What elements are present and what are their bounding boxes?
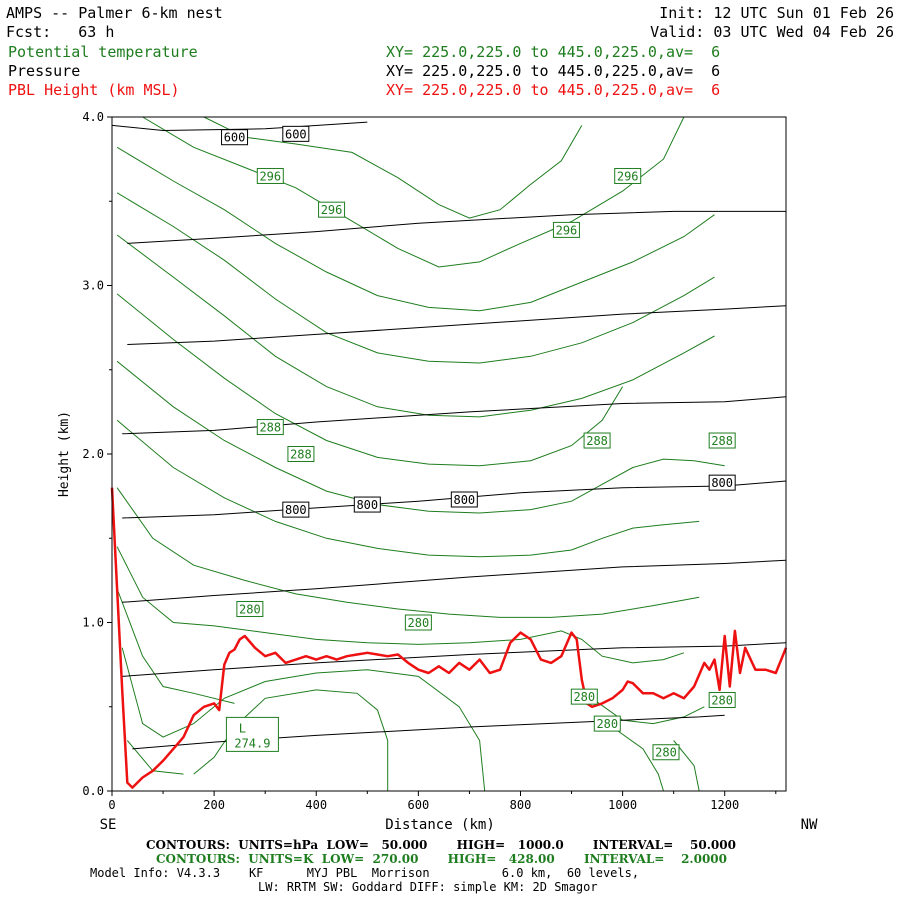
footer-theta-contours: CONTOURS: UNITS=K LOW= 270.00 HIGH= 428.… bbox=[156, 852, 727, 866]
contour-label-296-2: 296 bbox=[256, 167, 284, 184]
svg-text:288: 288 bbox=[711, 434, 733, 448]
contour-label-280-14: 280 bbox=[236, 601, 264, 618]
contour-label-288-7: 288 bbox=[287, 446, 315, 462]
svg-text:600: 600 bbox=[224, 131, 246, 145]
x-tick-label-1000: 1000 bbox=[608, 798, 637, 812]
svg-text:296: 296 bbox=[617, 169, 639, 183]
y-axis-label: Height (km) bbox=[57, 411, 72, 497]
y-tick-label-3.0: 3.0 bbox=[82, 279, 104, 293]
contour-label-288-6: 288 bbox=[256, 419, 284, 436]
contour-label-800-11: 800 bbox=[353, 496, 381, 513]
y-tick-label-2.0: 2.0 bbox=[82, 447, 104, 461]
x-tick-label-1200: 1200 bbox=[710, 798, 739, 812]
xy-pbl: XY= 225.0,225.0 to 445.0,225.0,av= 6 bbox=[386, 81, 721, 99]
plot-frame bbox=[111, 116, 787, 792]
svg-text:800: 800 bbox=[356, 498, 378, 512]
contour-label-800-10: 800 bbox=[282, 501, 310, 518]
valid-time: Valid: 03 UTC Wed 04 Feb 26 bbox=[650, 23, 894, 41]
chart-title: AMPS -- Palmer 6-km nest bbox=[6, 4, 223, 22]
y-tick-label-4.0: 4.0 bbox=[82, 110, 104, 124]
contour-label-296-4: 296 bbox=[614, 167, 642, 184]
svg-text:288: 288 bbox=[586, 434, 608, 448]
left-end-label: SE bbox=[100, 817, 117, 833]
contour-label-288-9: 288 bbox=[708, 432, 736, 449]
theta-contour-4 bbox=[116, 234, 715, 418]
pressure-contour-700 bbox=[127, 305, 787, 345]
theta-contour-0 bbox=[203, 116, 583, 219]
pressure-contour-950 bbox=[132, 714, 725, 750]
svg-text:274.9: 274.9 bbox=[234, 736, 270, 750]
theta-contour-6 bbox=[116, 360, 725, 514]
svg-text:280: 280 bbox=[408, 616, 430, 630]
footer-model-info: Model Info: V4.3.3 KF MYJ PBL Morrison 6… bbox=[90, 866, 640, 880]
contour-label-280-17: 280 bbox=[593, 715, 621, 732]
legend-pressure: Pressure bbox=[8, 62, 81, 80]
theta-contour-9 bbox=[116, 546, 685, 664]
footer-physics-info: LW: RRTM SW: Goddard DIFF: simple KM: 2D… bbox=[258, 880, 598, 894]
x-tick-label-800: 800 bbox=[510, 798, 532, 812]
svg-text:296: 296 bbox=[259, 169, 281, 183]
theta-contour-7 bbox=[116, 419, 700, 558]
y-tick-label-0.0: 0.0 bbox=[82, 784, 104, 798]
x-tick-label-600: 600 bbox=[408, 798, 430, 812]
pressure-contour-850 bbox=[122, 559, 787, 603]
svg-text:296: 296 bbox=[556, 223, 578, 237]
contour-label-296-3: 296 bbox=[318, 201, 346, 218]
theta-contour-3 bbox=[116, 192, 715, 364]
xy-pressure: XY= 225.0,225.0 to 445.0,225.0,av= 6 bbox=[386, 62, 721, 80]
contour-label-600-1: 600 bbox=[282, 125, 310, 142]
theta-contour-14 bbox=[591, 697, 705, 725]
contour-label-600-0: 600 bbox=[221, 129, 249, 146]
theta-contour-5 bbox=[116, 293, 624, 467]
contour-label-280-16: 280 bbox=[570, 688, 598, 705]
theta-contour-10 bbox=[116, 588, 235, 704]
contour-label-280-15: 280 bbox=[404, 614, 432, 631]
svg-text:288: 288 bbox=[259, 421, 281, 435]
footer-pressure-contours: CONTOURS: UNITS=hPa LOW= 50.000 HIGH= 10… bbox=[146, 838, 736, 852]
svg-text:280: 280 bbox=[711, 694, 733, 708]
pressure-contour-600 bbox=[111, 121, 368, 132]
theta-contour-11 bbox=[121, 647, 486, 792]
svg-text:288: 288 bbox=[290, 448, 312, 462]
theta-contour-2 bbox=[116, 146, 715, 312]
svg-text:L: L bbox=[239, 721, 246, 735]
contour-label-280-19: 280 bbox=[708, 692, 736, 709]
theta-contour-1 bbox=[142, 116, 685, 268]
svg-text:280: 280 bbox=[573, 690, 595, 704]
svg-text:800: 800 bbox=[453, 493, 475, 507]
right-end-label: NW bbox=[801, 817, 818, 833]
theta-contour-13 bbox=[193, 689, 389, 791]
theta-contour-16 bbox=[673, 740, 700, 792]
legend-pbl: PBL Height (km MSL) bbox=[8, 81, 180, 99]
pressure-contour-900 bbox=[122, 642, 787, 677]
xy-theta: XY= 225.0,225.0 to 445.0,225.0,av= 6 bbox=[386, 43, 721, 61]
init-time: Init: 12 UTC Sun 01 Feb 26 bbox=[659, 4, 894, 22]
x-tick-label-200: 200 bbox=[203, 798, 225, 812]
pbl-height-line bbox=[110, 487, 788, 789]
x-tick-label-0: 0 bbox=[108, 798, 115, 812]
forecast-hour: Fcst: 63 h bbox=[6, 23, 115, 41]
contour-label-800-13: 800 bbox=[708, 474, 736, 491]
pressure-contour-750 bbox=[122, 396, 787, 435]
svg-text:296: 296 bbox=[321, 203, 343, 217]
contour-label-296-5: 296 bbox=[552, 221, 580, 238]
contour-label-280-18: 280 bbox=[652, 744, 680, 761]
svg-text:800: 800 bbox=[711, 476, 733, 490]
x-tick-label-400: 400 bbox=[305, 798, 327, 812]
theta-contour-15 bbox=[612, 726, 664, 792]
legend-theta: Potential temperature bbox=[8, 43, 198, 61]
pressure-contour-650 bbox=[127, 210, 786, 244]
y-tick-label-1.0: 1.0 bbox=[82, 616, 104, 630]
x-axis-label: Distance (km) bbox=[385, 817, 495, 833]
svg-text:280: 280 bbox=[596, 717, 618, 731]
contour-label-288-8: 288 bbox=[583, 432, 611, 449]
svg-text:800: 800 bbox=[285, 503, 307, 517]
svg-text:280: 280 bbox=[655, 746, 677, 760]
svg-text:600: 600 bbox=[285, 127, 307, 141]
svg-text:280: 280 bbox=[239, 603, 261, 617]
contour-label-800-12: 800 bbox=[450, 491, 478, 508]
theta-contour-8 bbox=[116, 487, 700, 618]
